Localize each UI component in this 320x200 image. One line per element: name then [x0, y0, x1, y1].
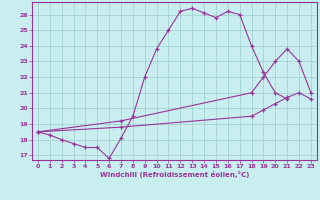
X-axis label: Windchill (Refroidissement éolien,°C): Windchill (Refroidissement éolien,°C)	[100, 171, 249, 178]
